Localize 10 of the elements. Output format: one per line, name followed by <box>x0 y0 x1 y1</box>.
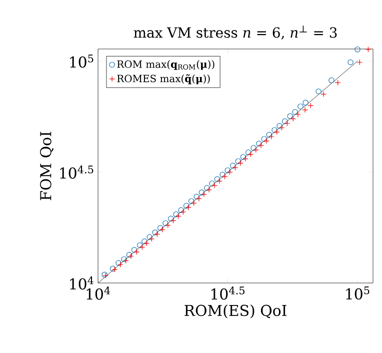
y-tick-label: 10$^{4.5}$ <box>60 166 94 179</box>
y-axis-title: FOM QoI <box>40 132 54 200</box>
x-axis-title: ROM(ES) QoI <box>184 304 286 318</box>
legend-label: ROM max(q$_{ROM}$(μ)) <box>117 60 214 70</box>
x-tick-label: 10$^{4.5}$ <box>211 286 244 300</box>
legend-label: ROMES max(q̃(μ)) <box>117 74 210 84</box>
x-tick-label: 10$^{4}$ <box>86 286 110 300</box>
chart-title: max VM stress n = 6, n$^{⊥}$ = 3 <box>134 26 337 40</box>
y-tick-label: 10$^{5}$ <box>70 54 94 68</box>
x-tick-label: 10$^{5}$ <box>346 286 370 300</box>
